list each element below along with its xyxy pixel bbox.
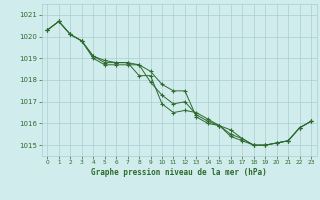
X-axis label: Graphe pression niveau de la mer (hPa): Graphe pression niveau de la mer (hPa) [91, 168, 267, 177]
